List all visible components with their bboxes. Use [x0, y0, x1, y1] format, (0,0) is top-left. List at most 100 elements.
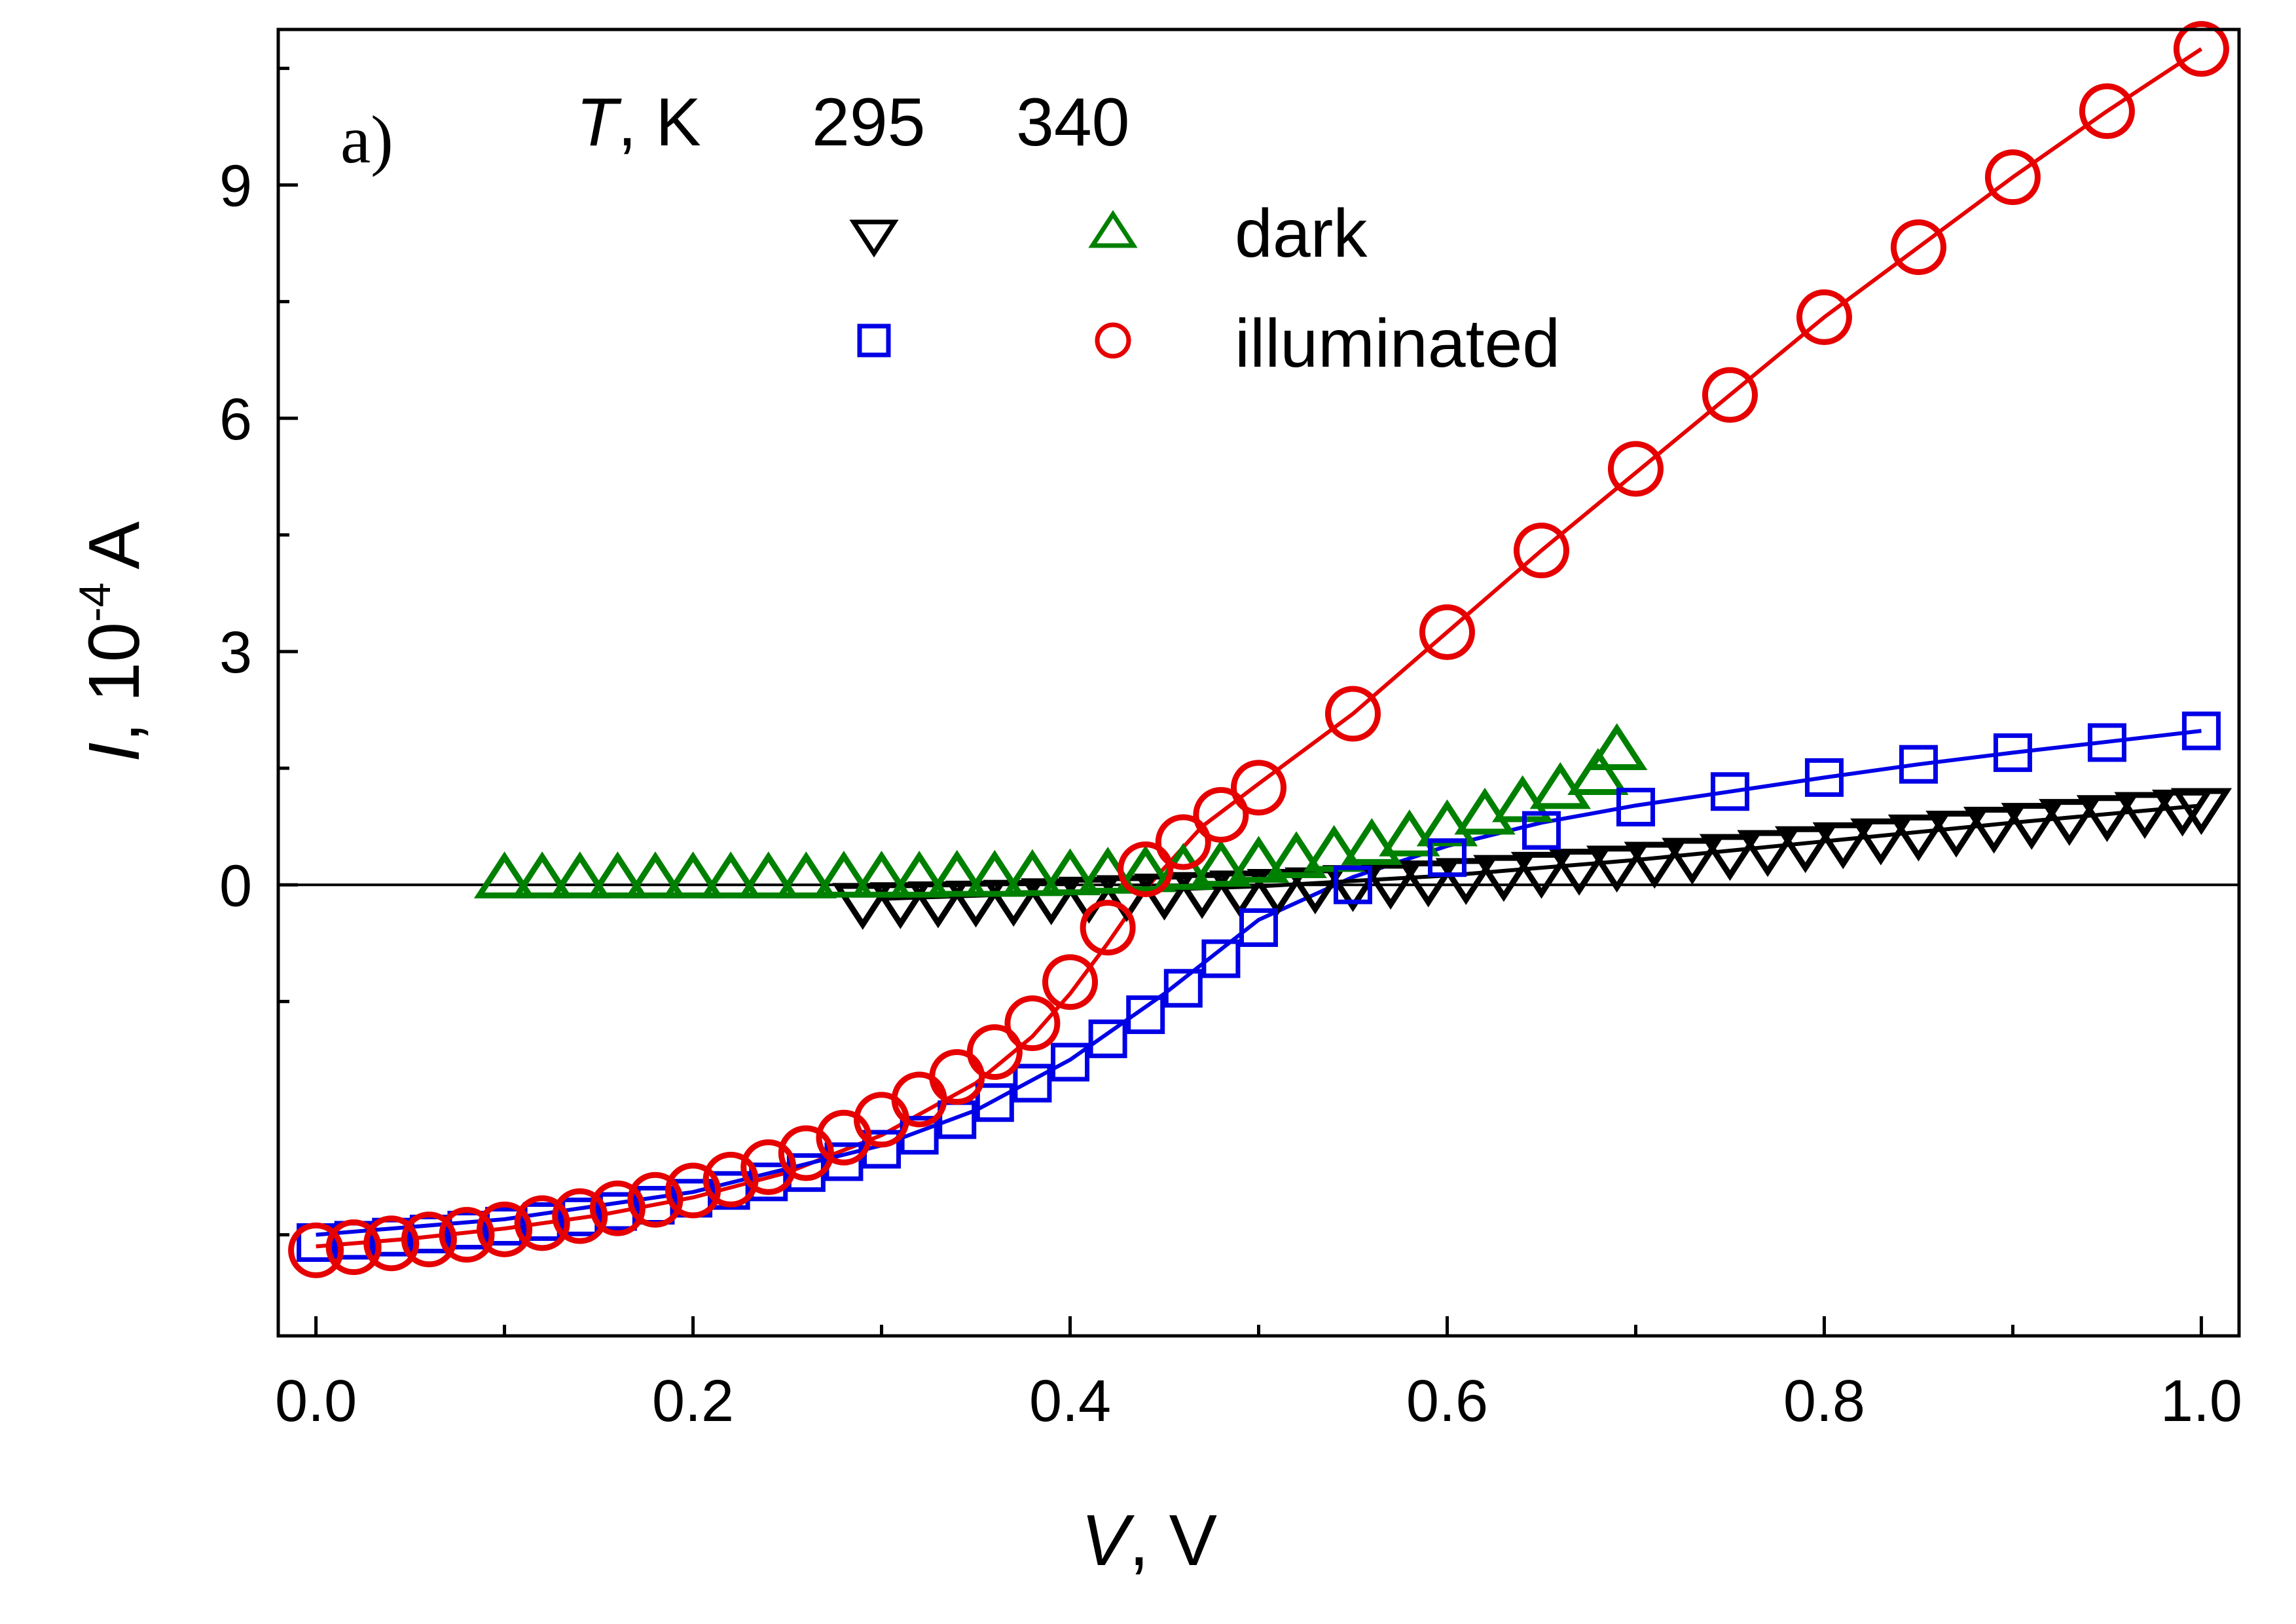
illum-340-point	[1118, 841, 1174, 897]
illum-340-point	[1890, 219, 1946, 275]
illum-295-point	[1013, 1063, 1052, 1103]
dark-340-point	[1266, 831, 1327, 879]
legend-marker-illum-295	[857, 323, 891, 358]
axis-ticks: 0.0 0.2 0.4 0.6 0.8 1.0 0 3 6 9	[219, 66, 2242, 1434]
dark-340-point	[1416, 799, 1478, 847]
legend-temp-340: 340	[1016, 84, 1130, 160]
legend-marker-illum-340	[1095, 322, 1131, 359]
illum-295-point	[1804, 758, 1844, 797]
dark-340-point	[511, 851, 573, 898]
illum-340-point	[514, 1195, 570, 1251]
dark-340-point	[1039, 848, 1101, 896]
illum-340-point	[589, 1180, 646, 1236]
illum-340-point	[552, 1188, 608, 1244]
dark-340-point	[700, 851, 761, 898]
dark-295-point	[1887, 814, 1950, 862]
illum-340-point	[1193, 786, 1249, 843]
dark-295-point	[1586, 845, 1648, 893]
illum-340-point	[740, 1139, 797, 1195]
illum-295-point	[1126, 995, 1165, 1035]
illum-340-point	[363, 1215, 420, 1272]
illum-340-point	[702, 1151, 759, 1208]
dark-340-point	[813, 851, 875, 898]
illum-295-point	[1899, 745, 1938, 784]
y-tick-label: 3	[219, 620, 252, 686]
dark-340-point	[926, 849, 988, 897]
dark-340-point	[1002, 849, 1063, 896]
y-axis-var: I	[74, 742, 155, 762]
dark-295-point	[1624, 841, 1685, 889]
y-axis-title: I, 10-4A	[70, 521, 155, 762]
illum-295-point	[1333, 865, 1372, 904]
y-tick-label: 0	[219, 853, 252, 919]
legend-header-var: T	[576, 84, 622, 160]
illum-340-point	[1796, 289, 1852, 345]
illum-295-point	[1239, 908, 1278, 948]
illum-340-point	[665, 1162, 721, 1219]
illum-295-point	[1051, 1043, 1090, 1082]
legend-header-unit: , K	[618, 84, 701, 160]
dark-295-point	[2114, 792, 2176, 840]
illum-340-point	[325, 1219, 382, 1276]
dark-340-series	[473, 723, 1648, 898]
illum-295-point	[1427, 838, 1467, 877]
dark-340-point	[1341, 818, 1402, 865]
illum-340-series	[288, 21, 2229, 1278]
illum-340-point	[1702, 367, 1758, 423]
illum-340-point	[1155, 814, 1211, 870]
legend-temp-295: 295	[812, 84, 926, 160]
dark-295-point	[1662, 838, 1723, 885]
illum-340-point	[1080, 900, 1136, 956]
illum-340-point	[1231, 760, 1286, 816]
dark-295-point	[1925, 810, 1987, 858]
x-tick-label: 0.6	[1406, 1369, 1488, 1434]
x-axis-var: V	[1081, 1500, 1135, 1581]
x-tick-label: 0.4	[1029, 1369, 1111, 1434]
illum-295-point	[1522, 811, 1561, 850]
dark-340-point	[473, 851, 536, 898]
illum-340-point	[2173, 21, 2229, 77]
dark-295-point	[1548, 849, 1610, 896]
illum-340-point	[401, 1211, 457, 1268]
dark-340-point	[662, 851, 724, 898]
illum-340-point	[1513, 523, 1569, 579]
x-tick-label: 0.8	[1783, 1369, 1865, 1434]
legend-marker-dark-340	[1088, 210, 1138, 248]
dark-340-point	[738, 851, 799, 898]
illum-340-point	[288, 1222, 344, 1278]
dark-340-point	[1115, 845, 1176, 893]
legend: T, K 295 340 dark illuminated	[576, 84, 1560, 382]
x-tick-label: 0.0	[275, 1369, 357, 1434]
dark-295-point	[2001, 803, 2062, 850]
panel-label: a)	[340, 102, 393, 177]
y-tick-label: 9	[219, 154, 252, 219]
dark-295-point	[1812, 822, 1874, 870]
y-tick-label: 6	[219, 387, 252, 452]
dark-340-point	[625, 851, 686, 898]
illum-340-point	[477, 1201, 533, 1257]
dark-340-point	[1379, 809, 1440, 857]
illum-295-point	[1710, 772, 1749, 811]
dark-340-point	[1586, 723, 1648, 770]
illum-340-point	[929, 1049, 985, 1105]
dark-340-point	[775, 851, 837, 898]
illum-340-point	[778, 1125, 834, 1181]
illum-340-point	[1324, 686, 1381, 742]
dark-295-point	[1360, 862, 1421, 910]
dark-295-point	[1774, 826, 1836, 874]
dark-340-point	[587, 851, 649, 898]
x-axis-unit: V	[1169, 1500, 1217, 1581]
legend-markers	[849, 210, 1138, 359]
illum-295-point	[1993, 733, 2032, 772]
dark-295-point	[1963, 807, 2025, 854]
illum-295-point	[2181, 711, 2221, 750]
y-axis-unit: A	[74, 521, 155, 569]
illum-340-point	[1004, 995, 1061, 1052]
dark-295-point	[1510, 851, 1573, 899]
legend-row-dark: dark	[1235, 196, 1368, 272]
dark-340-point	[964, 849, 1026, 897]
y-axis-unit-prefix: 10	[74, 622, 155, 702]
illum-340-point	[627, 1172, 683, 1228]
dark-340-point	[1454, 787, 1516, 835]
